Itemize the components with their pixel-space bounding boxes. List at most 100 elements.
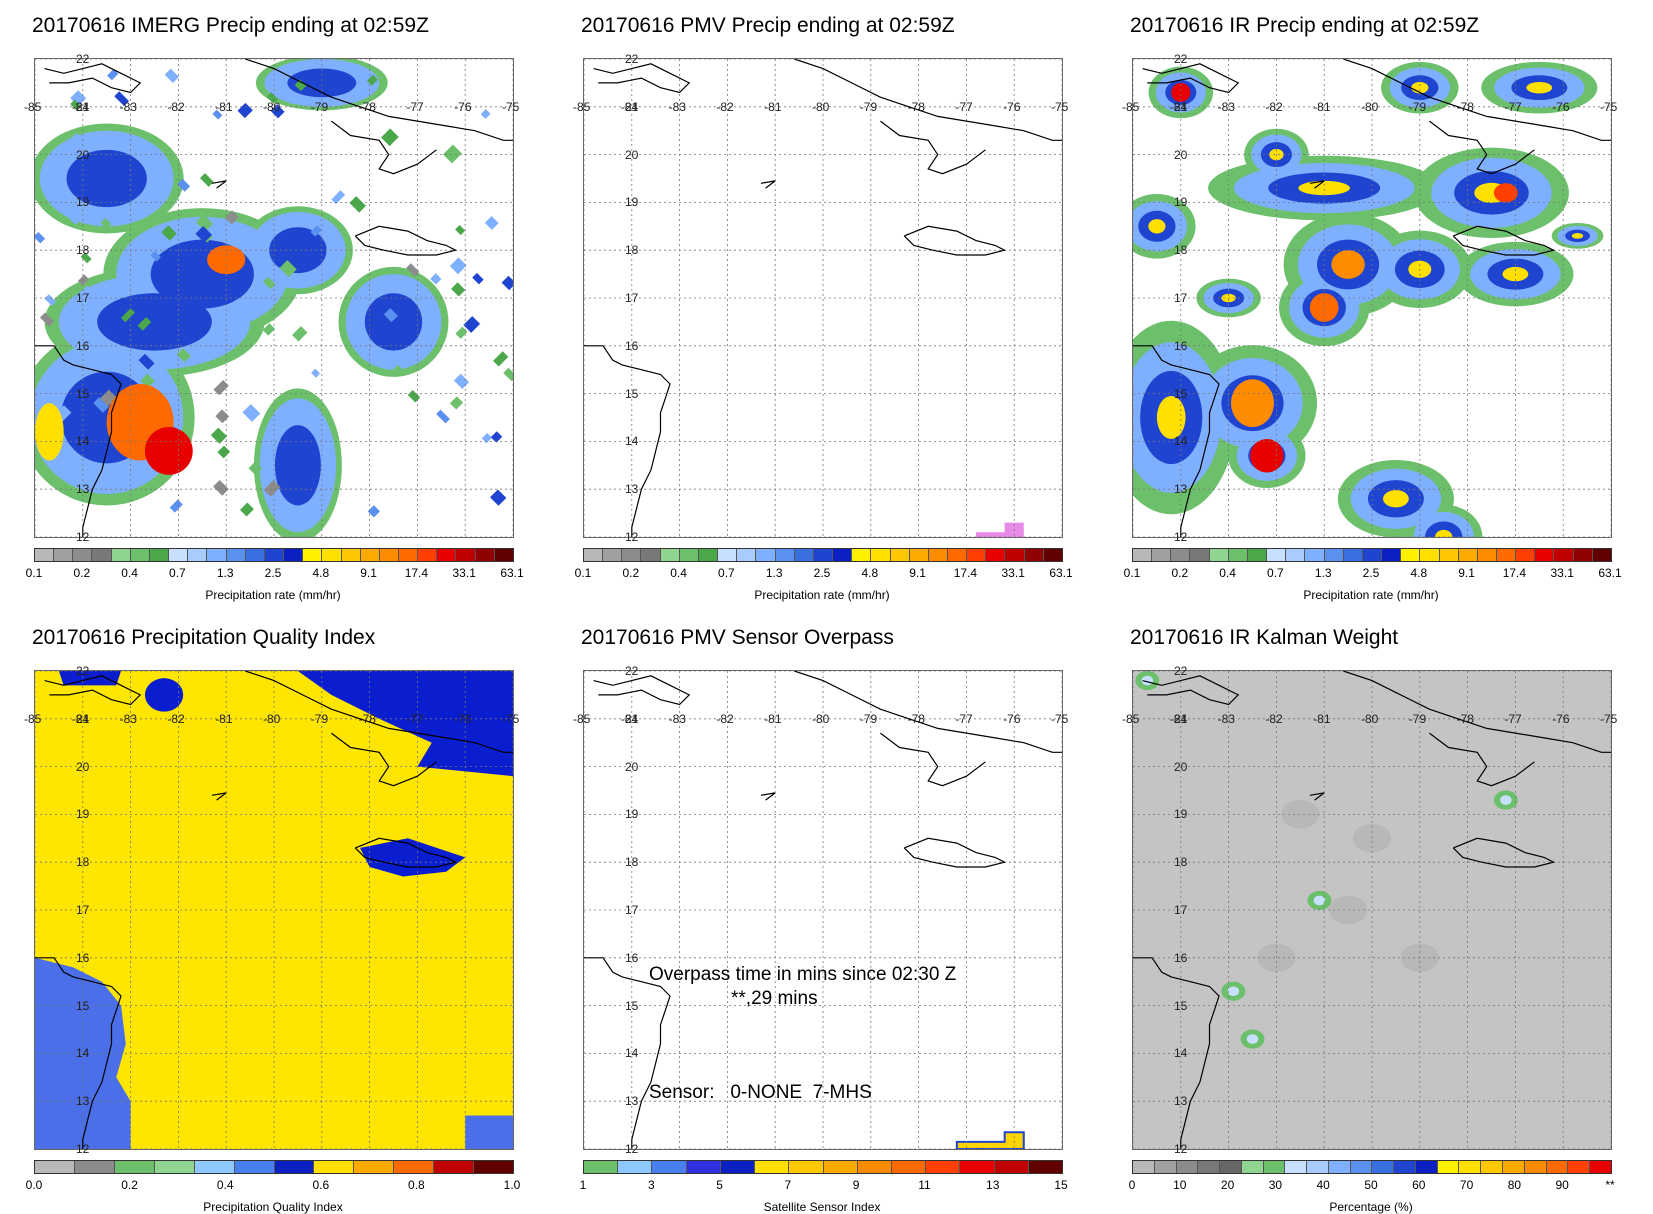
latitude-label: 17 [625, 903, 639, 917]
rain-pixel [451, 282, 466, 297]
quality-region-high [297, 671, 513, 777]
colorbar-swatch [1415, 1161, 1438, 1173]
heavy-rain-core [1331, 250, 1365, 279]
colorbar-swatch [303, 549, 323, 561]
latitude-label: 19 [1174, 195, 1188, 210]
rain-pixel [463, 316, 481, 333]
heavy-rain-core [1230, 379, 1275, 428]
colorbar [583, 1160, 1063, 1174]
rain-pixel [311, 368, 321, 378]
latitude-label: 20 [1174, 759, 1188, 774]
coast-caymans [211, 180, 227, 189]
coastlines [1133, 671, 1611, 1149]
rain-pixel [266, 92, 279, 104]
colorbar-swatch [35, 549, 55, 561]
latitude-label: 18 [76, 855, 90, 870]
colorbar-swatch [1343, 549, 1363, 561]
colorbar-tick-label: 2.5 [1362, 566, 1380, 580]
colorbar-swatch [652, 1161, 687, 1173]
longitude-label: -78 [907, 100, 925, 114]
heavy-rain-core [1309, 293, 1339, 322]
colorbar-swatch [234, 1161, 275, 1173]
coast-cuba [245, 59, 513, 141]
rain-pixel [169, 499, 183, 513]
colorbar-swatch [775, 549, 795, 561]
latitude-label: 15 [1174, 998, 1188, 1013]
rain-pixel [67, 207, 86, 225]
latitude-label: 19 [625, 195, 639, 210]
colorbar-swatch [1420, 549, 1440, 561]
colorbar-swatch [154, 1161, 195, 1173]
colorbar-swatch [618, 1161, 653, 1173]
colorbar-tick-label: 0.4 [121, 566, 138, 580]
latitude-label: 20 [1174, 147, 1188, 162]
rain-pixel [176, 348, 191, 363]
colorbar-tick-label: 0.4 [1219, 566, 1236, 580]
colorbar-tick-label: 0.1 [25, 566, 43, 580]
coast-cuba-south [1429, 732, 1535, 787]
colorbar-swatch [813, 549, 834, 561]
colorbar-swatch [322, 549, 342, 561]
coast-cuba-south [880, 120, 986, 175]
coast-jamaica [1452, 225, 1556, 256]
colorbar [34, 1160, 514, 1174]
kalman-cell [1500, 795, 1512, 805]
latitude-label: 20 [76, 147, 90, 162]
colorbar-swatch [1328, 1161, 1351, 1173]
colorbar-swatch [718, 549, 738, 561]
colorbar-swatch [698, 549, 719, 561]
longitude-label: -82 [1265, 100, 1283, 114]
colorbar-tick-label: 9.1 [1458, 566, 1475, 580]
colorbar-tick-label: 10 [1173, 1178, 1187, 1192]
longitude-label: -77 [955, 712, 973, 726]
rain-pixel [70, 99, 81, 110]
colorbar-swatch [1477, 549, 1497, 561]
colorbar-swatch [354, 1161, 395, 1173]
coast-cuba [794, 59, 1062, 141]
coast-caymans [1309, 180, 1325, 189]
longitude-label: -75 [502, 100, 520, 114]
colorbar-tick-label: 1.3 [765, 566, 783, 580]
rain-core [1148, 219, 1166, 234]
rain-pixel [286, 92, 299, 105]
latitude-label: 18 [76, 243, 90, 258]
colorbar-swatch [1133, 549, 1153, 561]
colorbar-swatch [35, 1161, 75, 1173]
coast-cuba [794, 671, 1062, 753]
colorbar-swatch [264, 549, 285, 561]
latitude-label: 13 [625, 1094, 639, 1109]
rain-pixel [150, 251, 161, 262]
rain-core [1526, 81, 1553, 94]
coast-isle-of-youth [1142, 675, 1240, 706]
colorbar-tick-label: 5 [716, 1178, 723, 1192]
rain-pixel [39, 312, 55, 327]
colorbar-swatch [720, 1161, 756, 1173]
colorbar-swatch [833, 549, 853, 561]
colorbar-swatch [1228, 549, 1248, 561]
map-canvas [1133, 671, 1611, 1149]
overpass-caption: Overpass time in mins since 02:30 Z [649, 964, 957, 985]
longitude-label: -83 [1217, 712, 1235, 726]
colorbar-swatch [686, 1161, 721, 1173]
colorbar-swatch [1459, 1161, 1482, 1173]
latitude-label: 14 [76, 1046, 90, 1061]
colorbar-swatch [1241, 1161, 1264, 1173]
longitude-label: -78 [907, 712, 925, 726]
latitude-label: 15 [76, 386, 90, 401]
colorbar-swatch [1263, 1161, 1286, 1173]
panel-title: 20170616 IR Kalman Weight [1130, 626, 1399, 649]
colorbar-swatch [1285, 1161, 1308, 1173]
rain-pixel [199, 173, 214, 187]
colorbar-title: Precipitation rate (mm/hr) [754, 588, 890, 602]
latitude-label: 14 [625, 1046, 639, 1061]
coast-cuba [1343, 671, 1611, 753]
colorbar-title: Percentage (%) [1329, 1200, 1413, 1214]
colorbar-tick-label: 15 [1054, 1178, 1068, 1192]
colorbar-swatch [1307, 1161, 1329, 1173]
colorbar-swatch [622, 549, 642, 561]
quality-region-land [465, 1115, 513, 1149]
colorbar-swatch [1198, 1161, 1221, 1173]
colorbar-swatch [947, 549, 968, 561]
longitude-label: -84 [71, 712, 90, 726]
rain-pixel [177, 178, 191, 192]
